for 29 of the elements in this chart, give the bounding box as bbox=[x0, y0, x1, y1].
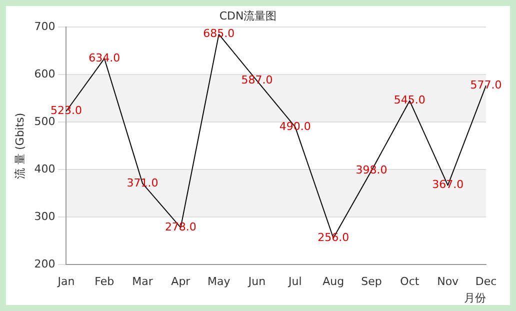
data-label: 634.0 bbox=[88, 51, 120, 64]
y-tick-label: 500 bbox=[34, 115, 56, 128]
y-tick-label: 200 bbox=[34, 257, 56, 270]
x-tick-label: Jun bbox=[247, 275, 266, 288]
data-label: 545.0 bbox=[394, 94, 426, 107]
data-label: 685.0 bbox=[203, 27, 235, 40]
x-tick-label: May bbox=[207, 275, 231, 288]
x-tick-label: Mar bbox=[132, 275, 154, 288]
x-axis-title: 月份 bbox=[464, 291, 486, 304]
y-tick-label: 400 bbox=[34, 162, 56, 176]
x-tick-label: Nov bbox=[437, 275, 460, 288]
y-axis-title: 流 量 (Gbits) bbox=[13, 112, 26, 179]
x-tick-label: Jan bbox=[56, 275, 75, 288]
data-label: 278.0 bbox=[164, 220, 196, 234]
x-tick-label: Aug bbox=[322, 275, 344, 288]
data-label: 577.0 bbox=[470, 78, 502, 92]
data-label: 256.0 bbox=[318, 230, 350, 244]
x-tick-label: Sep bbox=[361, 275, 382, 288]
data-label: 523.0 bbox=[50, 104, 82, 118]
x-tick-label: Jul bbox=[288, 275, 302, 288]
y-tick-label: 700 bbox=[34, 20, 56, 34]
x-tick-label: Feb bbox=[94, 275, 114, 288]
y-tick-label: 600 bbox=[34, 68, 56, 81]
x-tick-label: Dec bbox=[475, 275, 497, 288]
chart-title: CDN流量图 bbox=[219, 9, 277, 22]
data-label: 367.0 bbox=[432, 178, 464, 192]
y-tick-label: 300 bbox=[34, 210, 56, 223]
x-tick-label: Oct bbox=[400, 275, 420, 288]
x-tick-label: Apr bbox=[171, 275, 191, 288]
